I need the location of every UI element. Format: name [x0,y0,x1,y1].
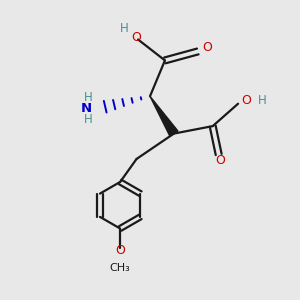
Text: H: H [83,91,92,103]
Text: CH₃: CH₃ [110,263,130,273]
Polygon shape [150,96,178,136]
Text: O: O [132,31,142,44]
Text: H: H [258,94,267,107]
Text: O: O [202,41,212,54]
Text: O: O [242,94,251,107]
Text: H: H [83,113,92,126]
Text: O: O [215,154,225,167]
Text: O: O [115,244,125,257]
Text: H: H [120,22,129,35]
Text: N: N [81,102,92,115]
